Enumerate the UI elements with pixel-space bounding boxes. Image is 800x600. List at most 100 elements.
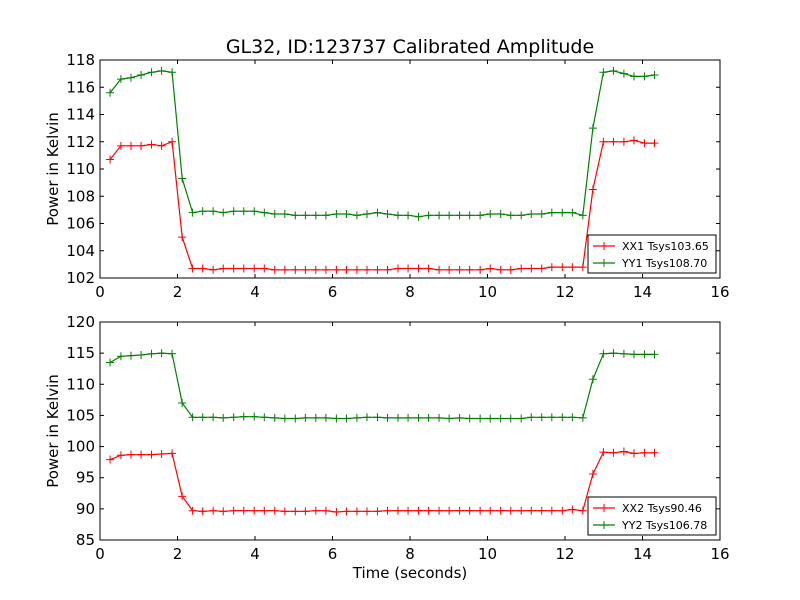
data-point [178,492,187,501]
data-point [137,351,146,360]
legend-swatch-marker [600,521,608,529]
data-point [301,211,310,220]
data-point [537,506,546,515]
data-point [352,265,361,274]
data-point [229,264,238,273]
legend-label: XX2 Tsys90.46 [622,502,702,515]
data-point [404,506,413,515]
y-tick-label: 102 [66,269,95,287]
figure-title: GL32, ID:123737 Calibrated Amplitude [226,36,594,58]
data-point [650,70,659,79]
y-tick-label: 115 [66,344,95,362]
top-panel-marks [106,66,659,274]
data-point [280,209,289,218]
data-point [455,506,464,515]
data-point [352,507,361,516]
data-point [640,72,649,81]
data-point [311,265,320,274]
data-point [517,414,526,423]
data-point [517,211,526,220]
x-tick-label: 2 [173,283,183,301]
data-point [465,414,474,423]
data-point [476,506,485,515]
y-tick-label: 112 [66,133,95,151]
data-point [424,264,433,273]
data-point [147,140,156,149]
data-point [568,208,577,217]
data-point [280,414,289,423]
data-point [280,265,289,274]
data-point [455,211,464,220]
data-point [219,208,228,217]
y-tick-label: 105 [66,406,95,424]
data-point [414,413,423,422]
bottom-panel: 0 2 4 6 8 10 12 14 16 85 90 95 100 105 110 115 120 Power… [44,313,730,582]
data-point [496,209,505,218]
data-point [311,413,320,422]
data-point [116,451,125,460]
data-point [445,211,454,220]
data-point [496,414,505,423]
data-point [147,349,156,358]
data-point [291,265,300,274]
data-point [650,139,659,148]
data-point [332,414,341,423]
data-point [188,264,197,273]
data-point [168,449,177,458]
y-tick-label: 95 [76,469,95,487]
data-point [506,414,515,423]
x-tick-label: 10 [478,283,497,301]
data-point [578,263,587,272]
data-point [127,141,135,150]
data-point [188,413,197,422]
data-point [404,264,413,273]
data-point [239,506,248,515]
data-point [209,265,218,274]
data-point [106,155,115,164]
data-point [260,506,269,515]
data-point [127,351,135,360]
x-tick-label: 2 [173,545,183,563]
data-point [239,207,248,216]
data-point [127,450,135,459]
data-point [270,413,279,422]
data-point [137,141,146,150]
data-point [168,68,177,77]
data-point [414,212,423,221]
data-point [362,265,371,274]
data-point [352,413,361,422]
legend-label: YY1 Tsys108.70 [621,257,707,270]
data-point [578,413,587,422]
data-point [362,507,371,516]
data-point [537,209,546,218]
data-point [547,208,556,217]
data-point [547,263,556,272]
data-point [301,507,310,516]
data-point [424,211,433,220]
data-point [198,264,207,273]
data-point [609,137,618,146]
data-point [168,137,177,146]
data-point [435,265,444,274]
data-point [342,209,351,218]
data-point [270,209,279,218]
data-point [640,448,649,457]
data-point [250,506,259,515]
data-point [527,413,536,422]
data-point [321,506,330,515]
data-point [588,185,597,194]
data-point [404,211,413,220]
top-panel-ylabel: Power in Kelvin [44,112,62,226]
data-point [435,506,444,515]
data-point [599,349,608,358]
legend-label: XX1 Tsys103.65 [622,240,709,253]
data-point [342,414,351,423]
data-point [301,413,310,422]
x-tick-label: 0 [95,283,105,301]
data-point [558,208,567,217]
data-point [496,506,505,515]
data-point [321,211,330,220]
data-point [517,264,526,273]
data-point [127,73,135,82]
